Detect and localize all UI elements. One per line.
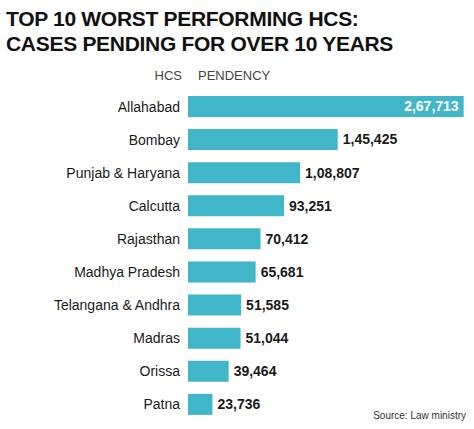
svg-text:51,585: 51,585: [246, 297, 289, 313]
svg-text:Madras: Madras: [133, 330, 180, 346]
svg-text:1,08,807: 1,08,807: [305, 165, 360, 181]
svg-text:70,412: 70,412: [265, 231, 308, 247]
svg-text:Patna: Patna: [143, 396, 180, 412]
svg-text:23,736: 23,736: [217, 396, 260, 412]
svg-text:39,464: 39,464: [234, 363, 277, 379]
svg-text:Madhya Pradesh: Madhya Pradesh: [74, 264, 180, 280]
svg-text:65,681: 65,681: [261, 264, 304, 280]
svg-text:Allahabad: Allahabad: [118, 99, 180, 115]
html-text:Source: Law ministry: Source: Law ministry: [373, 410, 466, 421]
svg-text:Calcutta: Calcutta: [129, 198, 181, 214]
html-text:TOP 10 WORST PERFORMING HCS:: TOP 10 WORST PERFORMING HCS:: [6, 7, 359, 30]
svg-text:Bombay: Bombay: [129, 132, 180, 148]
svg-text:2,67,713: 2,67,713: [404, 98, 459, 114]
svg-text:Orissa: Orissa: [140, 363, 181, 379]
svg-text:Telangana & Andhra: Telangana & Andhra: [54, 297, 180, 313]
html-text:PENDENCY: PENDENCY: [198, 68, 271, 83]
html-text:HCS: HCS: [154, 68, 182, 83]
svg-text:1,45,425: 1,45,425: [343, 131, 398, 147]
html-text:CASES PENDING FOR OVER 10 YEAR: CASES PENDING FOR OVER 10 YEARS: [6, 32, 394, 55]
svg-text:Rajasthan: Rajasthan: [117, 231, 180, 247]
svg-text:93,251: 93,251: [289, 198, 332, 214]
svg-text:Punjab & Haryana: Punjab & Haryana: [66, 165, 180, 181]
svg-text:51,044: 51,044: [246, 330, 289, 346]
